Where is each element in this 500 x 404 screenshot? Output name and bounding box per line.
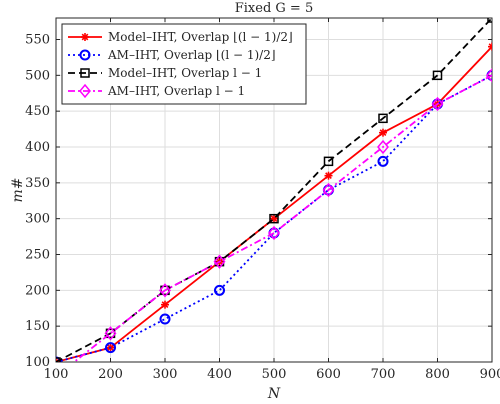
y-tick-label: 450	[25, 104, 50, 119]
x-tick-label: 800	[425, 367, 450, 382]
y-axis-title: m#	[10, 177, 26, 202]
legend-marker	[80, 68, 90, 78]
data-point	[431, 96, 444, 112]
y-tick-label: 550	[25, 33, 50, 48]
y-tick-label: 100	[25, 355, 50, 370]
series-4	[72, 68, 492, 362]
data-point	[213, 254, 226, 269]
data-point	[377, 155, 389, 167]
data-point	[160, 285, 170, 296]
legend-box	[61, 23, 307, 105]
x-tick-label: 900	[480, 367, 500, 382]
legend-label: AM–IHT, Overlap ⌊(l − 1)/2⌋	[107, 48, 276, 62]
data-point	[159, 313, 171, 325]
data-point	[104, 326, 117, 341]
series-layer	[56, 18, 492, 362]
data-point	[377, 139, 389, 155]
data-point	[322, 182, 335, 198]
data-point	[432, 70, 443, 81]
data-point	[378, 113, 388, 124]
x-tick-label: 200	[98, 367, 123, 382]
legend-marker	[79, 49, 91, 61]
series-3	[56, 18, 492, 362]
y-tick-label: 300	[25, 212, 50, 227]
legend-item: AM–IHT, Overlap ⌊(l − 1)/2⌋	[68, 48, 276, 62]
y-tick-label: 400	[25, 140, 50, 155]
series-line	[56, 74, 492, 362]
x-tick-label: 400	[207, 367, 232, 382]
chart-title: Fixed G = 5	[235, 1, 313, 16]
legend-marker	[81, 33, 89, 41]
data-point	[488, 42, 492, 51]
x-tick-label: 100	[44, 367, 69, 382]
series-line	[72, 74, 492, 362]
y-tick-label: 350	[25, 176, 50, 191]
y-tick-label: 150	[25, 319, 50, 334]
data-point	[379, 128, 387, 137]
axis-ticks: 100 200 300 400 500 600 700 800 900 100 150 200 250 3…	[25, 18, 500, 382]
y-tick-label: 200	[25, 283, 50, 298]
x-tick-label: 300	[153, 367, 178, 382]
data-point	[486, 68, 492, 83]
data-point	[214, 256, 225, 267]
data-point	[105, 342, 116, 354]
series-line	[56, 18, 492, 362]
data-point	[161, 300, 169, 309]
data-point	[159, 283, 171, 298]
x-tick-label: 700	[371, 367, 396, 382]
legend-label: Model–IHT, Overlap ⌊(l − 1)/2⌋	[108, 30, 293, 44]
legend-item: AM–IHT, Overlap l − 1	[68, 83, 245, 99]
data-point	[323, 156, 334, 167]
data-point	[105, 328, 116, 339]
legend-marker	[79, 83, 91, 99]
data-point	[324, 171, 333, 180]
y-tick-label: 250	[25, 248, 50, 263]
data-point	[214, 284, 225, 296]
legend-item: Model–IHT, Overlap ⌊(l − 1)/2⌋	[68, 30, 293, 44]
data-point	[269, 213, 279, 224]
legend-label: Model–IHT, Overlap l − 1	[108, 66, 262, 80]
legend-label: AM–IHT, Overlap l − 1	[107, 84, 245, 98]
x-tick-label: 500	[262, 367, 287, 382]
legend-item: Model–IHT, Overlap l − 1	[68, 66, 262, 80]
y-tick-label: 500	[25, 68, 50, 83]
x-tick-label: 600	[316, 367, 341, 382]
data-point	[268, 225, 280, 241]
x-axis-title: N	[267, 386, 281, 402]
legend: Model–IHT, Overlap ⌊(l − 1)/2⌋ AM–IHT, Ov…	[61, 23, 307, 105]
